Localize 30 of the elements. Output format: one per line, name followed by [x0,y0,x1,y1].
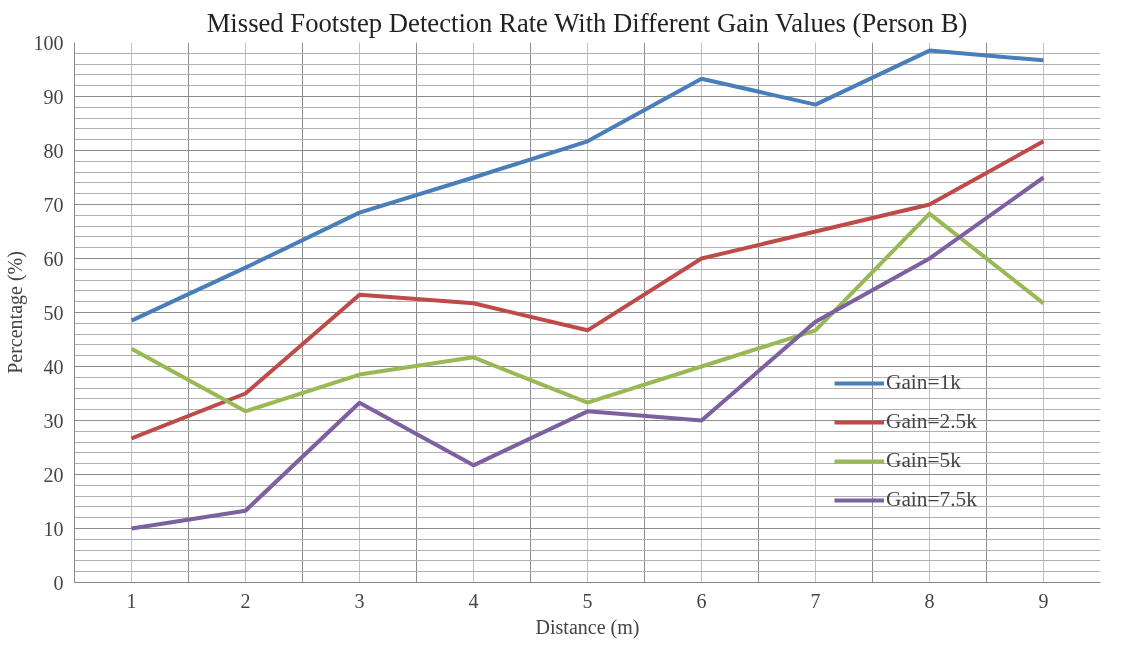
y-tick-label: 60 [43,247,64,270]
y-tick-label: 80 [43,139,64,162]
legend-label: Gain=1k [886,370,961,395]
x-tick-label: 9 [1038,589,1049,612]
y-tick-label: 30 [43,409,64,432]
x-tick-label: 8 [924,589,935,612]
x-tick-label: 7 [810,589,821,612]
y-tick-label: 70 [43,193,64,216]
x-tick-label: 2 [240,589,251,612]
line-series [129,175,1046,531]
x-axis-title: Distance (m) [535,615,640,639]
x-tick-label: 5 [582,589,593,612]
y-tick-label: 100 [33,31,64,54]
x-tick-label: 3 [354,589,365,612]
y-tick-label: 0 [53,571,64,594]
x-tick-label: 4 [468,589,479,612]
line-series [129,48,1046,323]
y-tick-label: 20 [43,463,64,486]
line-series [129,211,1046,414]
x-tick-label: 1 [126,589,137,612]
y-axis-title: Percentage (%) [3,251,27,374]
y-tick-label: 10 [43,517,64,540]
x-tick-label: 6 [696,589,707,612]
line-series [129,139,1046,441]
legend-label: Gain=5k [886,448,961,473]
y-tick-label: 40 [43,355,64,378]
y-tick-label: 90 [43,85,64,108]
y-tick-label: 50 [43,301,64,324]
chart-title: Missed Footstep Detection Rate With Different Gain Values (Person B) [206,7,968,38]
legend-label: Gain=7.5k [886,487,977,512]
